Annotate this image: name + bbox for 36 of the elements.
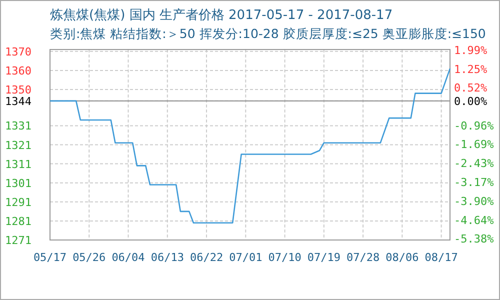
x-tick-label: 05/26 bbox=[72, 251, 106, 264]
x-tick-label: 07/01 bbox=[229, 251, 262, 264]
y-tick-label: 1281 bbox=[5, 214, 32, 228]
x-tick-label: 06/13 bbox=[150, 251, 184, 264]
y-tick-label: 1344 bbox=[5, 94, 32, 108]
y-tick-label: 1291 bbox=[5, 196, 32, 209]
y2-tick-label: 1.99% bbox=[454, 44, 488, 58]
x-tick-label: 06/04 bbox=[112, 251, 146, 264]
y-tick-label: 1350 bbox=[5, 84, 32, 97]
y2-tick-label: -4.64% bbox=[454, 214, 494, 227]
x-tick-label: 07/19 bbox=[307, 251, 340, 264]
y2-tick-label: -3.17% bbox=[454, 176, 494, 190]
y-tick-label: 1331 bbox=[5, 120, 32, 133]
x-tick-label: 07/10 bbox=[268, 251, 302, 264]
y2-tick-label: -5.38% bbox=[454, 232, 494, 246]
x-tick-label: 07/28 bbox=[346, 251, 380, 264]
x-tick-label: 08/06 bbox=[386, 251, 419, 264]
y2-tick-label: -1.69% bbox=[454, 138, 494, 152]
y-tick-label: 1370 bbox=[5, 45, 32, 58]
y-tick-label: 1301 bbox=[5, 176, 32, 190]
y2-tick-label: -2.43% bbox=[454, 157, 494, 170]
y-tick-label: 1311 bbox=[5, 158, 32, 171]
y2-tick-label: -3.90% bbox=[454, 194, 494, 208]
chart-title: 炼焦煤(焦煤) 国内 生产者价格 2017-05-17 - 2017-08-17 bbox=[50, 8, 393, 23]
y2-tick-label: -0.96% bbox=[454, 120, 494, 133]
x-tick-label: 05/17 bbox=[33, 251, 67, 264]
chart-subtitle: 类别:焦煤 粘结指数:＞50 挥发分:10-28 胶质层厚度:≤25 奥亚膨胀度:≤150 bbox=[50, 26, 486, 41]
y2-tick-label: 0.00% bbox=[454, 94, 488, 108]
y-tick-label: 1271 bbox=[5, 234, 32, 247]
y2-tick-label: 1.25% bbox=[454, 62, 488, 76]
x-tick-label: 08/17 bbox=[424, 251, 458, 264]
line-series bbox=[49, 68, 451, 224]
y-tick-label: 1360 bbox=[5, 64, 32, 78]
y-tick-label: 1321 bbox=[5, 138, 32, 152]
x-tick-label: 06/22 bbox=[190, 251, 224, 264]
y2-tick-label: 0.52% bbox=[454, 82, 488, 95]
